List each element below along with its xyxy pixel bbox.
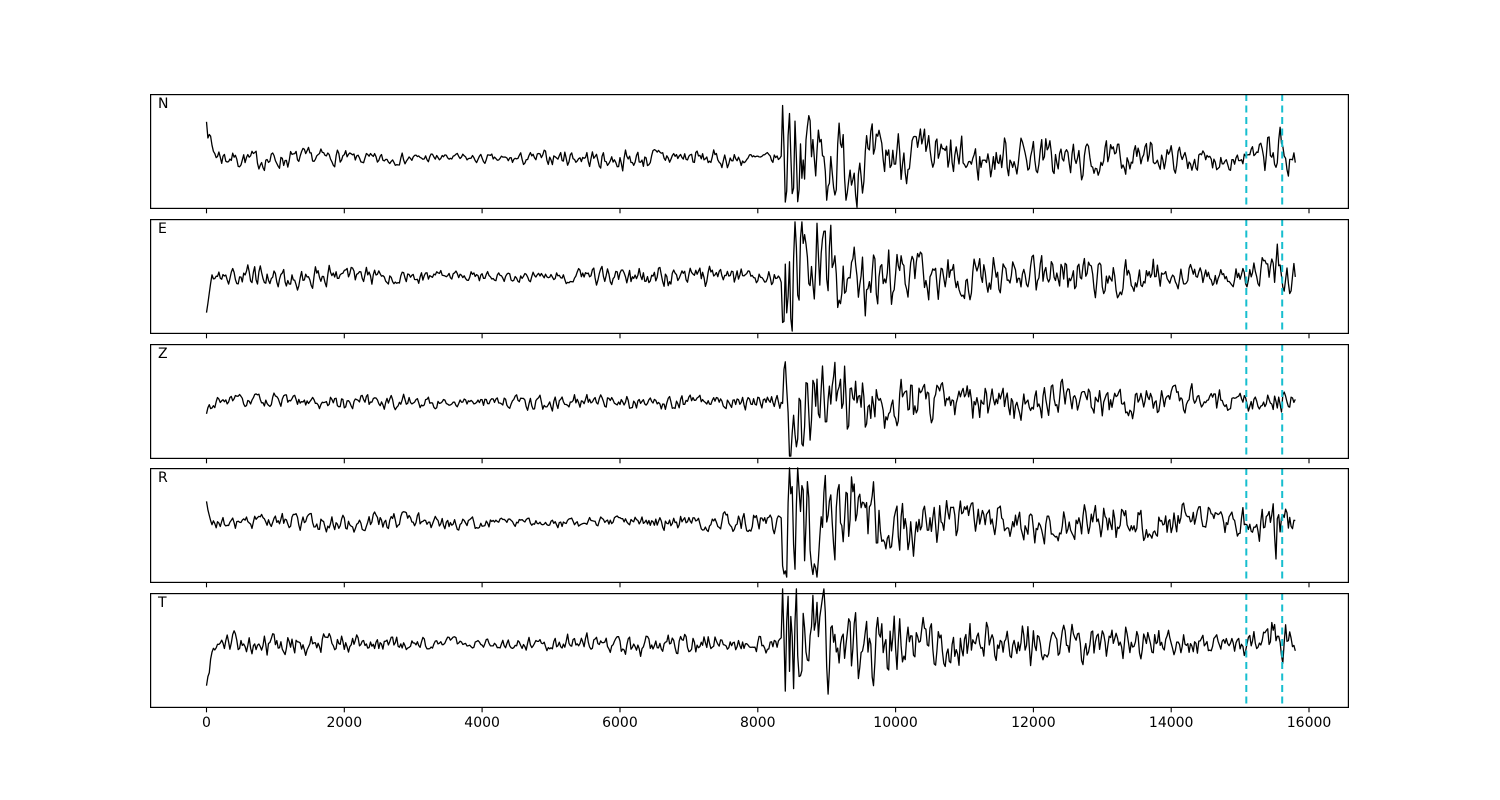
waveform-N	[205, 104, 1296, 208]
subplot-E: E	[150, 218, 1350, 339]
channel-label-R: R	[158, 470, 168, 487]
subplot-frame	[150, 94, 1350, 210]
channel-label-Z: Z	[158, 345, 168, 362]
x-tick-label: 12000	[1011, 715, 1056, 731]
waveform-R	[205, 467, 1296, 578]
subplot-T: T	[150, 588, 1350, 713]
x-tick-label: 10000	[873, 715, 918, 731]
subplot-R: R	[150, 467, 1350, 588]
subplot-canvas-E	[150, 218, 1350, 339]
waveform-Z	[205, 360, 1296, 457]
x-tick-label: 0	[202, 715, 211, 731]
subplot-canvas-Z	[150, 343, 1350, 463]
subplot-Z: Z	[150, 343, 1350, 463]
subplot-canvas-T	[150, 588, 1350, 713]
channel-label-N: N	[158, 96, 169, 112]
x-tick-label: 16000	[1286, 715, 1332, 731]
x-tick-label: 4000	[464, 715, 500, 731]
subplot-frame	[150, 468, 1350, 584]
subplot-N: N	[150, 94, 1350, 214]
channel-label-E: E	[158, 220, 167, 237]
waveform-E	[205, 221, 1296, 332]
subplot-canvas-R	[150, 467, 1350, 588]
x-tick-label: 8000	[739, 715, 776, 731]
subplot-frame	[150, 593, 1350, 709]
waveform-T	[205, 588, 1296, 695]
subplot-canvas-N	[150, 94, 1350, 214]
x-tick-label: 2000	[326, 715, 363, 731]
x-tick-label: 6000	[602, 715, 638, 731]
x-tick-label: 14000	[1148, 715, 1194, 731]
channel-label-T: T	[158, 595, 167, 611]
subplot-frame	[150, 218, 1350, 334]
subplot-frame	[150, 343, 1350, 459]
